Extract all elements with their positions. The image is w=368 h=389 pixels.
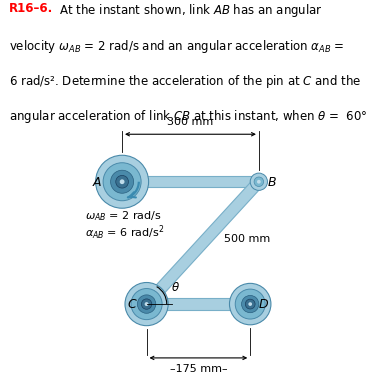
Text: $A$: $A$ <box>92 176 103 189</box>
Text: velocity $\omega_{AB}$ = 2 rad/s and an angular acceleration $\alpha_{AB}$ =: velocity $\omega_{AB}$ = 2 rad/s and an … <box>9 38 345 55</box>
Circle shape <box>241 296 259 313</box>
Circle shape <box>137 295 156 313</box>
Circle shape <box>111 170 134 193</box>
Circle shape <box>245 299 255 309</box>
Text: $D$: $D$ <box>258 298 269 310</box>
Polygon shape <box>142 178 263 308</box>
Polygon shape <box>146 298 250 310</box>
Circle shape <box>250 173 268 190</box>
Circle shape <box>131 289 162 320</box>
Text: angular acceleration of link $CB$ at this instant, when $\theta$ =  60°.: angular acceleration of link $CB$ at thi… <box>9 108 368 125</box>
Text: 300 mm: 300 mm <box>167 117 213 127</box>
Text: At the instant shown, link $AB$ has an angular: At the instant shown, link $AB$ has an a… <box>52 2 322 19</box>
Circle shape <box>230 283 271 325</box>
Circle shape <box>141 299 152 309</box>
Text: $\theta$: $\theta$ <box>171 281 180 294</box>
Circle shape <box>120 179 124 184</box>
Circle shape <box>257 180 261 184</box>
Text: –175 mm–: –175 mm– <box>170 364 227 374</box>
Text: $C$: $C$ <box>127 298 138 310</box>
Text: $\alpha_{AB}$ = 6 rad/s$^2$: $\alpha_{AB}$ = 6 rad/s$^2$ <box>85 224 164 242</box>
Circle shape <box>125 282 168 326</box>
Text: $\omega_{AB}$ = 2 rad/s: $\omega_{AB}$ = 2 rad/s <box>85 209 162 223</box>
Circle shape <box>254 177 263 186</box>
Polygon shape <box>122 176 259 187</box>
Text: 500 mm: 500 mm <box>224 234 270 244</box>
Circle shape <box>145 302 149 306</box>
Circle shape <box>96 155 149 208</box>
Circle shape <box>116 175 128 188</box>
Text: 6 rad/s². Determine the acceleration of the pin at $C$ and the: 6 rad/s². Determine the acceleration of … <box>9 73 361 90</box>
Circle shape <box>103 163 141 201</box>
Text: $B$: $B$ <box>267 176 277 189</box>
Circle shape <box>235 289 265 319</box>
Text: R16–6.: R16–6. <box>9 2 53 15</box>
Circle shape <box>248 302 252 306</box>
